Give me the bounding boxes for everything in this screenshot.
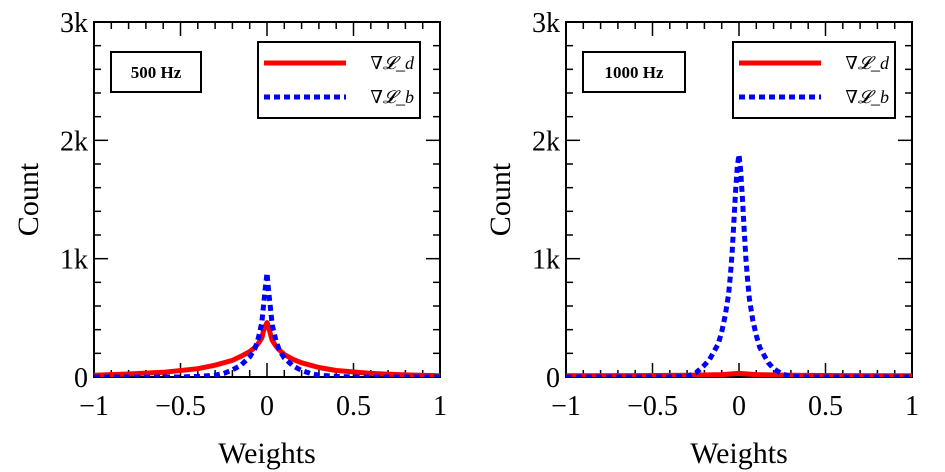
y-tick-label: 0 xyxy=(546,363,560,394)
legend: ∇𝓛_d ∇𝓛_b xyxy=(732,41,896,119)
legend-label: ∇𝓛_b xyxy=(845,87,889,107)
x-tick-label: 1 xyxy=(433,391,447,422)
x-tick-label: 0.5 xyxy=(336,391,371,422)
panel-tag: 1000 Hz xyxy=(604,63,663,82)
y-tick-label: 3k xyxy=(60,8,88,39)
legend-label: ∇𝓛_b xyxy=(370,87,414,107)
x-tick-label: 0 xyxy=(732,391,746,422)
y-tick-label: 2k xyxy=(60,126,88,157)
y-tick-label: 2k xyxy=(532,126,560,157)
series-line-b xyxy=(566,152,912,377)
y-tick-label: 1k xyxy=(60,245,88,276)
legend-box xyxy=(257,41,421,119)
y-axis-title: Count xyxy=(484,162,517,236)
panel-tag: 500 Hz xyxy=(131,63,182,82)
legend: ∇𝓛_d ∇𝓛_b xyxy=(257,41,421,119)
y-tick-label: 3k xyxy=(532,8,560,39)
x-axis-title: Weights xyxy=(690,437,788,470)
legend-box xyxy=(732,41,896,119)
panel-tag-box xyxy=(582,51,686,93)
legend-label: ∇𝓛_d xyxy=(845,53,890,73)
x-axis-title: Weights xyxy=(218,437,316,470)
x-tick-label: 0.5 xyxy=(808,391,843,422)
y-tick-label: 1k xyxy=(532,245,560,276)
panel-tag-box xyxy=(110,51,202,93)
x-tick-label: −1 xyxy=(551,391,581,422)
y-tick-label: 0 xyxy=(74,363,88,394)
y-axis-title: Count xyxy=(12,162,45,236)
panel-1: −1 −0.5 0 0.5 1 0 1k 2k 3k Weights Count 500 Hz ∇𝓛_d… xyxy=(12,8,447,470)
series-line-b xyxy=(94,270,440,377)
x-tick-label: −0.5 xyxy=(627,391,678,422)
legend-label: ∇𝓛_d xyxy=(370,53,415,73)
series-line-d xyxy=(94,320,440,377)
x-tick-label: 1 xyxy=(905,391,919,422)
x-tick-label: −1 xyxy=(79,391,109,422)
panel-2: −1 −0.5 0 0.5 1 0 1k 2k 3k Weights Count 1000 Hz ∇𝓛_… xyxy=(484,8,919,470)
x-tick-label: 0 xyxy=(260,391,274,422)
x-tick-label: −0.5 xyxy=(155,391,206,422)
